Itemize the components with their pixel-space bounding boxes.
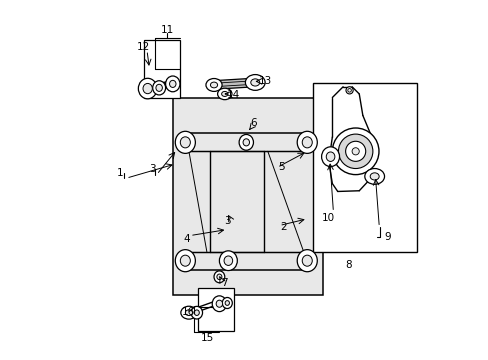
Ellipse shape: [239, 134, 253, 150]
Circle shape: [345, 141, 365, 161]
Text: 5: 5: [277, 162, 284, 172]
Ellipse shape: [369, 173, 378, 180]
Ellipse shape: [180, 137, 190, 148]
Ellipse shape: [297, 131, 317, 153]
Ellipse shape: [219, 251, 237, 271]
Ellipse shape: [217, 274, 222, 280]
Text: 14: 14: [226, 90, 239, 100]
Ellipse shape: [214, 271, 224, 283]
Text: 13: 13: [258, 76, 271, 86]
Ellipse shape: [364, 168, 384, 184]
Ellipse shape: [138, 78, 157, 99]
Ellipse shape: [217, 88, 231, 100]
Text: 11: 11: [161, 25, 174, 35]
Ellipse shape: [325, 152, 334, 161]
Ellipse shape: [165, 76, 180, 92]
Circle shape: [346, 87, 352, 94]
Ellipse shape: [302, 137, 312, 148]
Ellipse shape: [210, 82, 217, 88]
Ellipse shape: [175, 249, 195, 272]
Ellipse shape: [221, 91, 227, 96]
Bar: [312, 83, 416, 252]
Ellipse shape: [243, 139, 249, 146]
Polygon shape: [213, 78, 255, 89]
Text: 7: 7: [220, 278, 227, 288]
Text: 6: 6: [250, 118, 256, 128]
Bar: [172, 98, 323, 295]
Ellipse shape: [302, 255, 312, 266]
Ellipse shape: [245, 75, 264, 90]
Text: 8: 8: [345, 260, 351, 270]
Circle shape: [351, 148, 359, 155]
Ellipse shape: [169, 80, 176, 87]
Ellipse shape: [224, 256, 232, 265]
Ellipse shape: [180, 255, 190, 266]
Text: 12: 12: [137, 42, 150, 52]
Ellipse shape: [152, 81, 165, 95]
Ellipse shape: [205, 78, 222, 91]
Text: 1: 1: [117, 168, 123, 178]
Ellipse shape: [175, 131, 195, 153]
Text: 3: 3: [149, 164, 155, 174]
Ellipse shape: [191, 306, 202, 319]
Bar: [198, 288, 233, 330]
Circle shape: [338, 134, 372, 168]
Ellipse shape: [250, 79, 259, 86]
Text: 16: 16: [182, 307, 195, 317]
Ellipse shape: [181, 306, 197, 319]
Ellipse shape: [156, 84, 162, 91]
Ellipse shape: [216, 300, 222, 307]
Text: 4: 4: [183, 234, 190, 244]
Ellipse shape: [297, 249, 317, 272]
Text: 15: 15: [201, 333, 214, 343]
Ellipse shape: [185, 310, 192, 316]
Circle shape: [347, 89, 351, 92]
Circle shape: [332, 128, 378, 175]
Bar: [144, 40, 180, 98]
Ellipse shape: [194, 310, 199, 315]
Text: 3: 3: [224, 216, 230, 225]
Text: 9: 9: [383, 232, 390, 242]
Text: 10: 10: [322, 213, 335, 222]
Ellipse shape: [212, 296, 226, 312]
Text: 2: 2: [279, 222, 286, 232]
Ellipse shape: [224, 301, 229, 305]
Ellipse shape: [142, 84, 152, 94]
Ellipse shape: [222, 297, 232, 309]
Ellipse shape: [321, 147, 339, 167]
